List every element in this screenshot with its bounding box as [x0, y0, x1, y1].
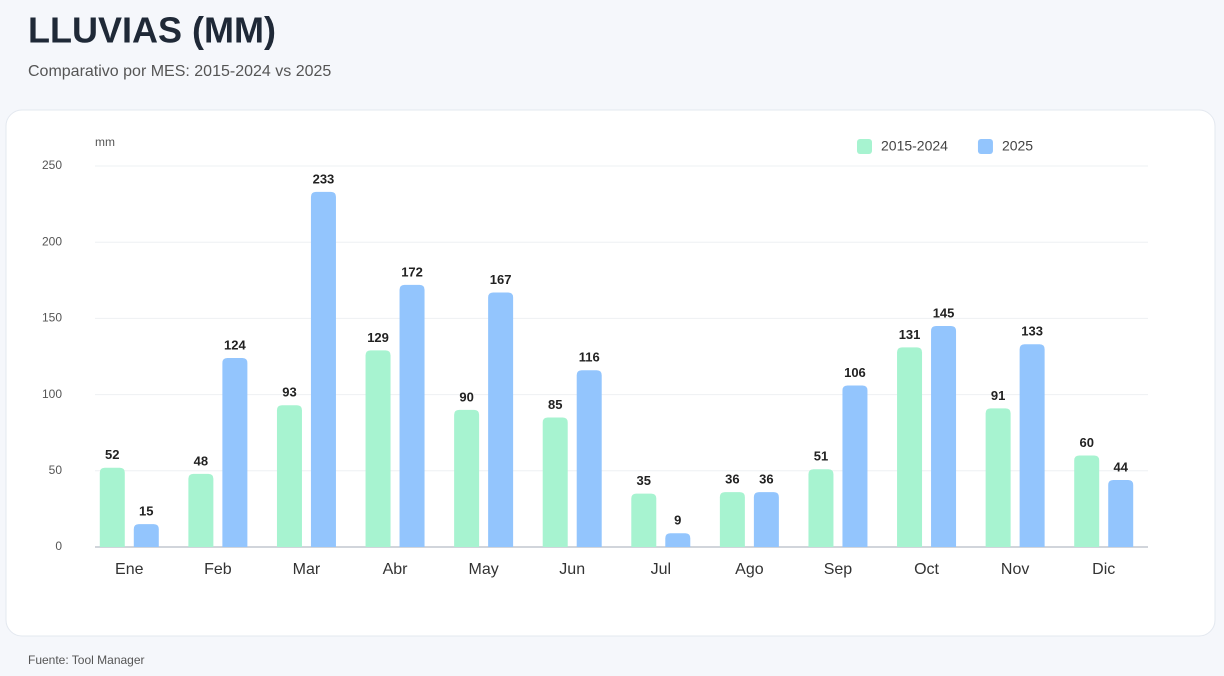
- x-tick-label: May: [469, 561, 499, 578]
- x-tick-label: Nov: [1001, 561, 1029, 578]
- data-label: 15: [139, 504, 153, 519]
- data-label: 35: [637, 473, 651, 488]
- bar: [365, 350, 391, 547]
- data-label: 52: [105, 447, 119, 462]
- x-tick-label: Dic: [1092, 561, 1115, 578]
- data-label: 91: [991, 388, 1005, 403]
- data-label: 133: [1021, 324, 1043, 339]
- data-label: 44: [1113, 459, 1128, 474]
- chart-subtitle: Comparativo por MES: 2015-2024 vs 2025: [28, 63, 331, 80]
- y-tick-label: 200: [42, 234, 62, 248]
- y-tick-label: 100: [42, 387, 62, 401]
- bar: [399, 284, 425, 547]
- data-label: 167: [490, 272, 512, 287]
- data-label: 145: [933, 305, 955, 320]
- bar: [454, 409, 480, 547]
- bar: [542, 417, 568, 547]
- x-tick-label: Oct: [914, 561, 939, 578]
- y-axis-label: mm: [95, 135, 115, 149]
- bar: [842, 385, 868, 547]
- bar: [488, 292, 514, 547]
- data-label: 85: [548, 397, 562, 412]
- bar: [188, 473, 214, 547]
- x-tick-label: Feb: [204, 561, 232, 578]
- bar: [1019, 344, 1045, 547]
- legend-swatch: [857, 139, 872, 154]
- x-tick-label: Mar: [293, 561, 321, 578]
- y-tick-label: 150: [42, 311, 62, 325]
- bar: [1108, 479, 1134, 547]
- bar: [222, 358, 248, 547]
- bar: [99, 467, 125, 547]
- data-label: 129: [367, 330, 389, 345]
- x-tick-label: Sep: [824, 561, 853, 578]
- bar: [808, 469, 834, 547]
- data-label: 116: [579, 350, 600, 365]
- bar: [665, 533, 691, 547]
- data-label: 48: [194, 453, 208, 468]
- legend-label: 2015-2024: [881, 138, 948, 154]
- x-tick-label: Jun: [559, 561, 585, 578]
- legend-label: 2025: [1002, 138, 1033, 154]
- x-tick-label: Abr: [383, 561, 409, 578]
- data-label: 9: [674, 513, 681, 528]
- y-tick-label: 50: [49, 463, 63, 477]
- y-tick-label: 250: [42, 158, 62, 172]
- bar: [310, 191, 336, 547]
- data-label: 131: [899, 327, 921, 342]
- data-label: 233: [313, 171, 335, 186]
- data-label: 36: [725, 472, 739, 487]
- bar: [719, 492, 745, 547]
- bar: [897, 347, 923, 547]
- data-label: 93: [282, 385, 296, 400]
- bar: [985, 408, 1011, 547]
- bar: [133, 524, 159, 547]
- bar: [753, 492, 779, 547]
- bar: [1074, 455, 1100, 547]
- source: Fuente: Tool Manager: [28, 653, 145, 667]
- data-label: 106: [844, 365, 866, 380]
- bar: [276, 405, 302, 547]
- bar: [931, 326, 957, 547]
- x-tick-label: Jul: [651, 561, 671, 578]
- legend-swatch: [977, 139, 993, 154]
- x-tick-label: Ago: [735, 561, 764, 578]
- data-label: 36: [759, 472, 773, 487]
- data-label: 60: [1079, 435, 1093, 450]
- data-label: 90: [459, 389, 473, 404]
- data-label: 51: [814, 449, 828, 464]
- bar: [631, 493, 657, 547]
- data-label: 124: [224, 337, 246, 352]
- y-tick-label: 0: [55, 539, 62, 553]
- bar: [576, 370, 602, 547]
- chart-title: LLUVIAS (MM): [28, 10, 276, 51]
- x-tick-label: Ene: [115, 561, 144, 578]
- data-label: 172: [401, 264, 423, 279]
